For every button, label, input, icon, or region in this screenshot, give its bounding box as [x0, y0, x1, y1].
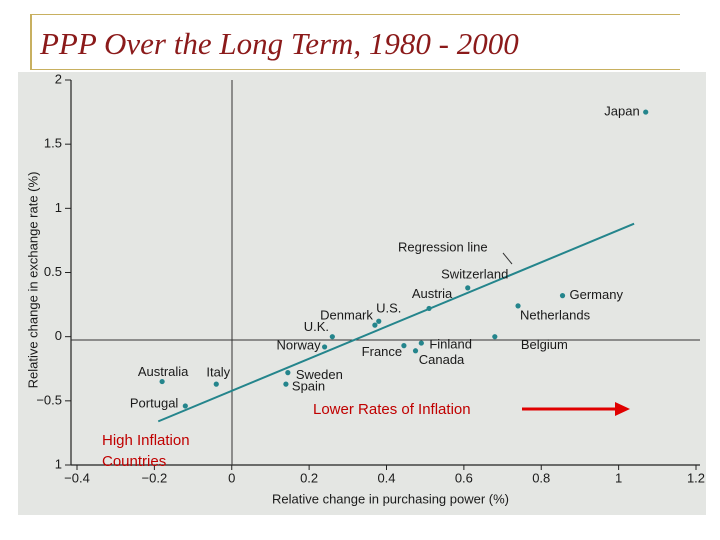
regression-pointer [502, 252, 513, 265]
point [412, 348, 419, 354]
x-tick-label: 1.2 [687, 470, 705, 485]
point-label: Canada [419, 352, 465, 367]
point-label: Germany [570, 287, 624, 302]
point-label: U.S. [376, 301, 401, 316]
point [376, 318, 382, 324]
point [159, 378, 165, 385]
point [322, 344, 328, 350]
point-label: Sweden [296, 367, 343, 382]
point-label: Finland [429, 337, 472, 352]
slide-title: PPP Over the Long Term, 1980 - 2000 [40, 26, 519, 61]
point [492, 334, 498, 340]
point-label: Australia [138, 364, 189, 379]
point [465, 285, 471, 291]
point-label: Portugal [130, 395, 179, 410]
point-label: Belgium [521, 337, 568, 352]
point [283, 381, 289, 387]
x-tick-label: −0.2 [142, 470, 168, 485]
point [372, 322, 378, 328]
point-label: Spain [292, 379, 325, 394]
regression-label: Regression line [398, 239, 488, 254]
point [418, 340, 424, 346]
point-label: Switzerland [441, 266, 508, 281]
point [329, 334, 335, 340]
arrow-head [615, 402, 630, 416]
point-label: Austria [412, 286, 453, 301]
point-label: Netherlands [520, 307, 591, 322]
point [559, 293, 566, 299]
point [515, 303, 521, 309]
y-tick-label: −0.5 [36, 392, 62, 407]
y-tick-label: 1.5 [44, 136, 62, 151]
title-frame [30, 14, 680, 70]
y-tick-label: 1 [55, 200, 62, 215]
annotation: Lower Rates of Inflation [313, 401, 471, 418]
x-tick-label: 1 [615, 470, 622, 485]
point [285, 370, 291, 376]
point-label: Italy [206, 365, 230, 380]
x-tick-label: 0.4 [377, 470, 395, 485]
point [213, 381, 219, 387]
y-tick-label: 0.5 [44, 264, 62, 279]
point [643, 109, 649, 115]
x-tick-label: 0.2 [300, 470, 318, 485]
x-tick-label: −0.4 [64, 470, 90, 485]
regression-line [157, 222, 635, 423]
point-label: U.K. [304, 319, 329, 334]
y-tick-label: 1 [55, 456, 62, 471]
point-label: Japan [604, 104, 639, 119]
chart-background [18, 72, 706, 515]
point-label: Denmark [320, 308, 373, 323]
x-tick-label: 0.8 [532, 470, 550, 485]
point [182, 403, 188, 409]
y-tick-label: 2 [55, 71, 62, 86]
y-tick-label: 0 [55, 328, 62, 343]
annotation: High Inflation Countries [102, 432, 190, 470]
x-tick-label: 0 [228, 470, 235, 485]
point-label: Norway [277, 337, 322, 352]
y-axis-label: Relative change in exchange rate (%) [25, 172, 40, 389]
x-axis-label: Relative change in purchasing power (%) [272, 491, 509, 506]
point-label: France [362, 344, 402, 359]
x-tick-label: 0.6 [455, 470, 473, 485]
point [401, 343, 407, 349]
point [426, 305, 432, 312]
